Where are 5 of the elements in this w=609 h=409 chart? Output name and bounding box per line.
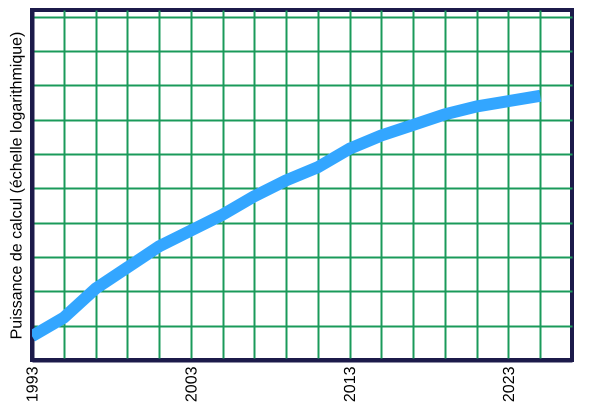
x-tick-label: 1993 [24,366,42,402]
x-tick-label: 2003 [183,366,200,402]
x-tick-label: 2013 [342,366,360,402]
y-axis-title: Puissance de calcul (échelle logarithmique) [8,32,26,340]
x-tick-label: 2023 [500,366,518,402]
